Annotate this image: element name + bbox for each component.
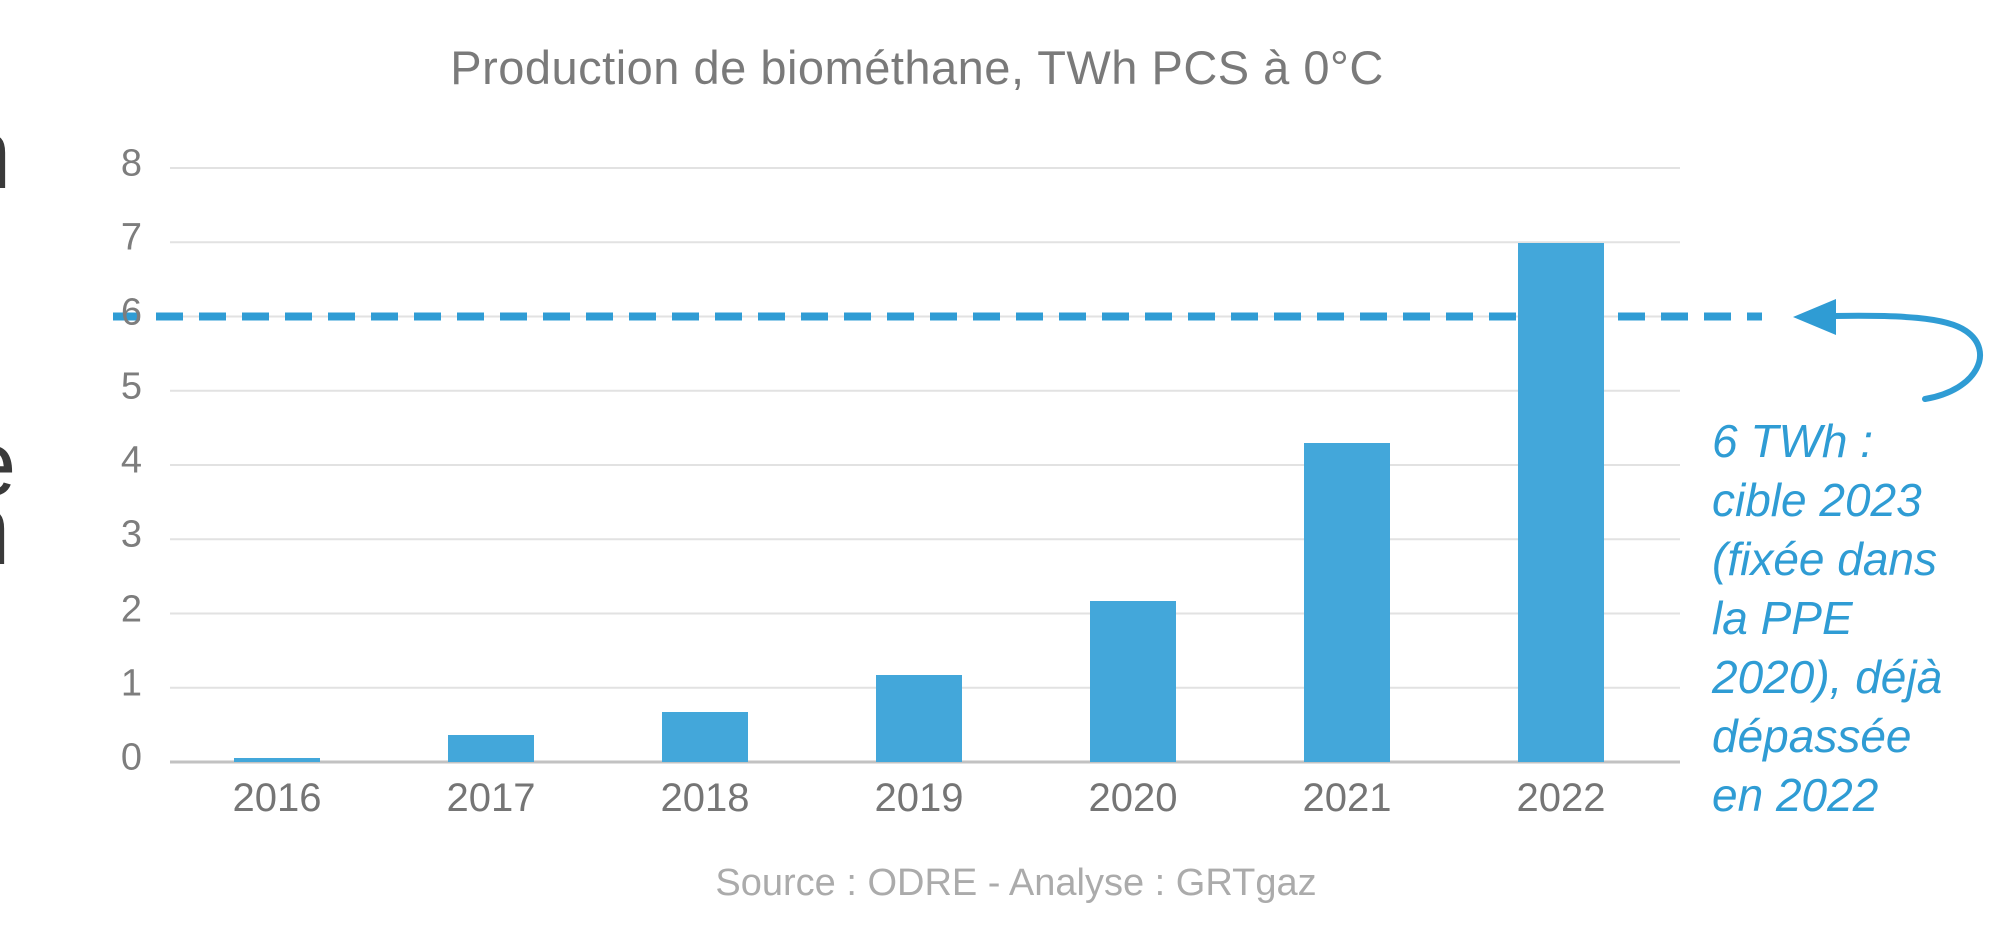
y-tick-label: 6 — [120, 291, 142, 333]
cropped-letter-fragment: n — [0, 104, 13, 214]
cropped-letter: n — [0, 480, 11, 580]
x-tick-label: 2019 — [874, 776, 964, 820]
gridlines — [170, 167, 1680, 689]
bar-2020 — [1090, 601, 1176, 762]
x-tick-label: 2022 — [1516, 776, 1606, 820]
x-tick-label: 2021 — [1302, 776, 1392, 820]
arrow-head-icon — [1793, 299, 1836, 335]
bar-2019 — [876, 675, 962, 762]
y-tick-label: 0 — [120, 736, 142, 779]
bar-2017 — [448, 735, 534, 762]
y-tick-label: 4 — [120, 439, 142, 482]
y-tick-label: 1 — [120, 662, 142, 705]
bar-2022 — [1518, 243, 1604, 762]
bar-2018 — [662, 712, 748, 762]
cropped-letter-fragment: e — [0, 418, 17, 518]
x-tick-label: 2017 — [446, 776, 536, 820]
cropped-letter-fragment: n — [0, 480, 12, 590]
y-tick-label: 5 — [120, 365, 142, 408]
y-tick-label: 8 — [120, 142, 142, 185]
y-tick-label: 3 — [120, 513, 142, 556]
target-annotation: 6 TWh : cible 2023 (fixée dans la PPE 20… — [1712, 415, 1943, 821]
cropped-letter: e — [0, 418, 16, 510]
y-tick-label: 7 — [120, 216, 142, 259]
cropped-letter: n — [0, 104, 12, 204]
bar-2016 — [234, 758, 320, 762]
chart-title: Production de biométhane, TWh PCS à 0°C — [450, 41, 1384, 94]
bar-2021 — [1304, 443, 1390, 762]
y-tick-label: 2 — [120, 588, 142, 630]
x-tick-label: 2018 — [660, 776, 750, 820]
x-tick-label: 2020 — [1088, 776, 1178, 820]
source-caption: Source : ODRE - Analyse : GRTgaz — [715, 862, 1317, 904]
x-tick-label: 2016 — [232, 776, 322, 820]
annotation-arrow — [1793, 299, 1984, 402]
